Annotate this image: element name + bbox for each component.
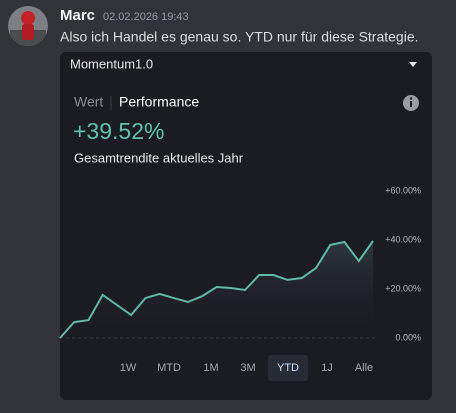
line — [59, 240, 374, 339]
range-button[interactable]: 3M — [240, 362, 255, 374]
subtitle: Gesamtrendite aktuelles Jahr — [74, 150, 244, 165]
y-tick-label: 0.00% — [395, 332, 421, 342]
embed-card — [60, 52, 432, 400]
range-button[interactable]: Alle — [355, 362, 373, 374]
range-button[interactable]: 1J — [321, 362, 333, 374]
y-tick-label: +20.00% — [385, 283, 421, 293]
tab-active[interactable]: Performance — [119, 94, 199, 110]
author[interactable]: Marc — [60, 7, 95, 24]
dropdown[interactable]: Momentum1.0 — [70, 56, 153, 71]
range-button[interactable]: MTD — [157, 362, 181, 374]
avatar[interactable] — [8, 6, 48, 46]
range-button[interactable]: YTD — [277, 362, 299, 374]
y-tick-label: +60.00% — [385, 185, 421, 195]
range-button[interactable]: 1M — [203, 362, 218, 374]
info-glyph — [410, 101, 412, 107]
range-button[interactable]: 1W — [120, 362, 137, 374]
tab[interactable]: Wert — [74, 94, 103, 110]
info-dot — [409, 97, 413, 100]
y-tick-label: +40.00% — [385, 234, 421, 244]
message-text: Also ich Handel es genau so. YTD nur für… — [60, 29, 419, 45]
dropdown-arrow[interactable] — [409, 62, 417, 67]
range-selected[interactable] — [268, 355, 308, 381]
area-fill — [60, 241, 373, 338]
headline: +39.52% — [73, 118, 164, 144]
timestamp: 02.02.2026 19:43 — [103, 11, 189, 23]
